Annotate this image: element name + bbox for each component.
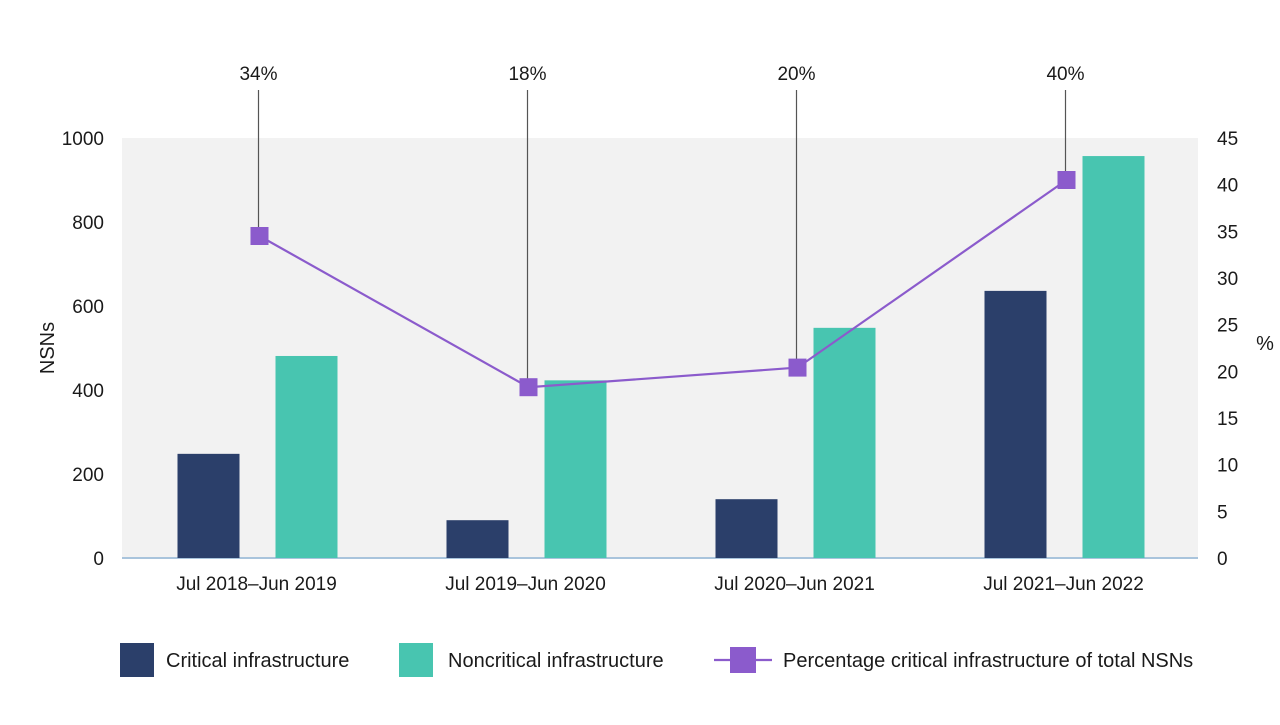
bar-noncritical xyxy=(544,380,607,558)
x-tick-label: Jul 2020–Jun 2021 xyxy=(714,574,875,595)
y-axis-title: NSNs xyxy=(37,322,59,374)
y-tick-label: 1000 xyxy=(62,129,104,150)
percentage-point xyxy=(1057,171,1076,189)
y2-tick-label: 40 xyxy=(1217,176,1238,197)
legend-label-noncritical: Noncritical infrastructure xyxy=(448,650,664,672)
y2-tick-label: 35 xyxy=(1217,222,1238,243)
annotation-label: 40% xyxy=(1046,64,1084,85)
bar-noncritical xyxy=(275,355,338,558)
y-tick-label: 200 xyxy=(72,465,104,486)
bar-noncritical xyxy=(813,327,876,558)
y2-tick-label: 0 xyxy=(1217,549,1228,570)
percentage-line xyxy=(258,179,1068,389)
y-tick-label: 800 xyxy=(72,213,104,234)
x-tick-label: Jul 2019–Jun 2020 xyxy=(445,574,606,595)
bar-noncritical xyxy=(1082,156,1145,558)
y-tick-label: 400 xyxy=(72,381,104,402)
legend-label-percentage: Percentage critical infrastructure of to… xyxy=(783,650,1193,672)
annotation-label: 34% xyxy=(239,64,277,85)
y2-tick-label: 45 xyxy=(1217,129,1238,150)
chart-marks: 0 200 400 600 800 1000 0 5 10 15 20 25 30 35 40 45 Jul 2… xyxy=(62,64,1238,595)
percentage-point xyxy=(519,378,538,397)
x-tick-label: Jul 2021–Jun 2022 xyxy=(983,574,1144,595)
legend-marker-percentage xyxy=(730,647,756,673)
y2-tick-label: 5 xyxy=(1217,502,1228,523)
bar-critical xyxy=(984,290,1047,558)
bar-critical xyxy=(715,499,778,558)
y2-tick-label: 20 xyxy=(1217,362,1238,383)
y2-tick-label: 15 xyxy=(1217,409,1238,430)
y2-tick-label: 30 xyxy=(1217,269,1238,290)
bar-critical xyxy=(177,453,240,558)
y2-tick-label: 25 xyxy=(1217,316,1238,337)
legend-label-critical: Critical infrastructure xyxy=(166,650,349,672)
y2-tick-label: 10 xyxy=(1217,456,1238,477)
percentage-point xyxy=(250,227,269,245)
y-tick-label: 600 xyxy=(72,297,104,318)
legend: Critical infrastructure Noncritical infra… xyxy=(120,643,1193,677)
legend-swatch-noncritical xyxy=(399,643,433,677)
legend-swatch-critical xyxy=(120,643,154,677)
bar-critical xyxy=(446,520,509,558)
x-tick-label: Jul 2018–Jun 2019 xyxy=(176,574,337,595)
annotation-label: 18% xyxy=(508,64,546,85)
percentage-point xyxy=(788,358,807,377)
y-tick-label: 0 xyxy=(93,549,104,570)
annotation-label: 20% xyxy=(777,64,815,85)
y2-axis-title: % xyxy=(1256,333,1274,355)
